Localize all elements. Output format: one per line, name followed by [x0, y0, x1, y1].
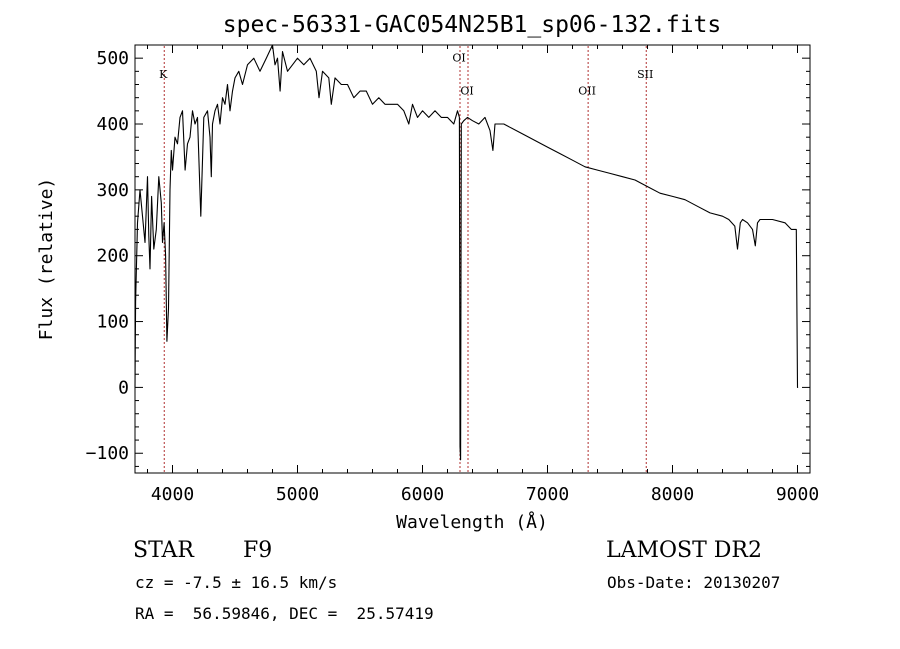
chart-title: spec-56331-GAC054N25B1_sp06-132.fits: [223, 12, 722, 38]
x-tick-label: 8000: [651, 484, 694, 505]
spectrum-line: [134, 44, 799, 461]
y-tick-label: 300: [96, 180, 129, 201]
survey-name: LAMOST DR2: [606, 538, 762, 563]
obs-date-text: Obs-Date: 20130207: [607, 573, 781, 592]
y-tick-label: 400: [96, 114, 129, 135]
marker-label: K: [159, 68, 168, 81]
plot-frame: [134, 44, 811, 474]
y-tick-label: 100: [96, 312, 129, 333]
marker-label: SII: [637, 68, 653, 81]
x-tick-label: 4000: [151, 484, 194, 505]
x-tick-label: 7000: [526, 484, 569, 505]
y-axis-label: Flux (relative): [36, 178, 57, 341]
x-axis-label: Wavelength (Å): [396, 511, 548, 533]
object-subclass: F9: [243, 538, 273, 563]
x-axis: 4000 5000 6000 7000 8000 9000: [147, 45, 819, 505]
y-tick-label: 200: [96, 246, 129, 267]
y-tick-label: −100: [86, 443, 129, 464]
x-tick-label: 9000: [776, 484, 819, 505]
line-markers: K OI OI OII SII: [159, 46, 653, 472]
y-axis: −100 0 100 200 300 400 500: [86, 44, 810, 467]
spectrum-series: [134, 44, 799, 461]
x-tick-label: 5000: [276, 484, 319, 505]
y-tick-label: 500: [96, 48, 129, 69]
object-class: STAR: [133, 538, 194, 563]
y-tick-label: 0: [118, 377, 129, 398]
x-tick-label: 6000: [401, 484, 444, 505]
coordinates-text: RA = 56.59846, DEC = 25.57419: [135, 604, 434, 623]
marker-label: OI: [452, 51, 465, 64]
marker-label: OII: [578, 84, 596, 97]
redshift-text: cz = -7.5 ± 16.5 km/s: [135, 573, 338, 592]
marker-label: OI: [460, 84, 473, 97]
